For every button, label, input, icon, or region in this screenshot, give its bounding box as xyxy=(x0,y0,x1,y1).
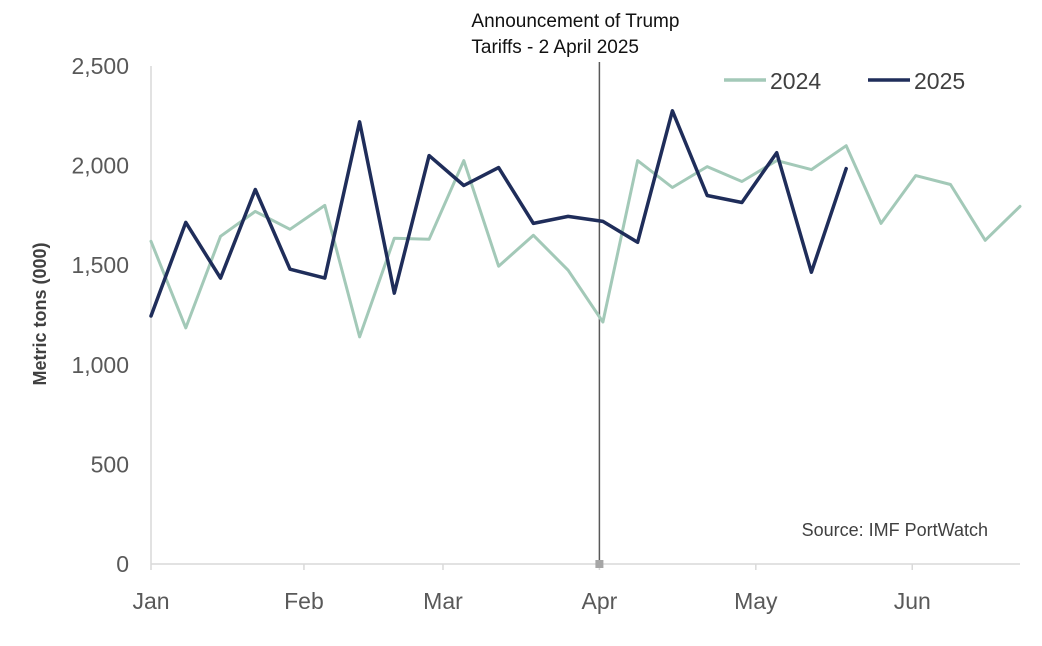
data-point-2024 xyxy=(1018,204,1022,208)
data-point-2024 xyxy=(392,236,396,240)
annotation: Announcement of Trump Tariffs - 2 April … xyxy=(471,11,679,568)
y-tick-label: 0 xyxy=(116,551,129,577)
data-point-2025 xyxy=(809,270,813,274)
data-point-2024 xyxy=(427,237,431,241)
data-point-2024 xyxy=(740,180,744,184)
data-point-2024 xyxy=(983,238,987,242)
annotation-text-line2: Tariffs - 2 April 2025 xyxy=(471,37,639,58)
data-point-2024 xyxy=(705,165,709,169)
series-line-2025 xyxy=(149,109,848,318)
annotation-text-line1: Announcement of Trump xyxy=(471,11,679,32)
data-point-2024 xyxy=(323,203,327,207)
data-point-2024 xyxy=(601,320,605,324)
y-tick-label: 2,500 xyxy=(71,53,129,79)
y-axis-title: Metric tons (000) xyxy=(30,242,50,385)
data-point-2024 xyxy=(566,268,570,272)
source-note: Source: IMF PortWatch xyxy=(802,520,988,540)
data-point-2024 xyxy=(914,174,918,178)
series-line-2024 xyxy=(149,144,1022,339)
data-point-2025 xyxy=(462,184,466,188)
data-point-2025 xyxy=(601,219,605,223)
data-point-2024 xyxy=(149,239,153,243)
data-point-2024 xyxy=(288,227,292,231)
y-tick-label: 500 xyxy=(91,451,129,477)
data-point-2025 xyxy=(149,314,153,318)
data-point-2024 xyxy=(879,221,883,225)
data-point-2025 xyxy=(427,154,431,158)
data-point-2024 xyxy=(531,233,535,237)
data-point-2025 xyxy=(288,267,292,271)
x-tick-label: Apr xyxy=(582,588,618,614)
data-point-2024 xyxy=(670,186,674,190)
data-point-2025 xyxy=(497,166,501,170)
data-point-2025 xyxy=(253,188,257,192)
data-point-2024 xyxy=(462,159,466,163)
data-point-2025 xyxy=(392,291,396,295)
data-point-2025 xyxy=(323,276,327,280)
data-point-2024 xyxy=(184,326,188,330)
x-tick-label: Mar xyxy=(423,588,463,614)
axes xyxy=(150,66,1020,565)
x-tick-label: Jun xyxy=(894,588,931,614)
data-point-2025 xyxy=(636,240,640,244)
legend: 2024 2025 xyxy=(724,68,965,94)
x-tick-label: Jan xyxy=(132,588,169,614)
data-point-2024 xyxy=(358,335,362,339)
data-point-2024 xyxy=(219,234,223,238)
data-point-2024 xyxy=(497,264,501,268)
data-point-2025 xyxy=(740,200,744,204)
data-point-2025 xyxy=(670,109,674,113)
x-tick-label: May xyxy=(734,588,778,614)
data-point-2025 xyxy=(358,120,362,124)
data-point-2025 xyxy=(775,151,779,155)
y-tick-label: 2,000 xyxy=(71,153,129,179)
series-lines xyxy=(149,109,1022,339)
data-point-2025 xyxy=(844,167,848,171)
x-tick-labels: Jan Feb Mar Apr May Jun xyxy=(132,564,931,614)
legend-label-2024: 2024 xyxy=(770,68,821,94)
data-point-2024 xyxy=(844,144,848,148)
annotation-marker xyxy=(595,560,604,568)
data-point-2024 xyxy=(253,209,257,213)
data-point-2025 xyxy=(566,214,570,218)
data-point-2024 xyxy=(948,183,952,187)
data-point-2024 xyxy=(809,168,813,172)
y-tick-label: 1,000 xyxy=(71,352,129,378)
data-point-2025 xyxy=(184,220,188,224)
data-point-2024 xyxy=(636,159,640,163)
data-point-2025 xyxy=(531,221,535,225)
data-point-2025 xyxy=(219,276,223,280)
x-tick-label: Feb xyxy=(284,588,324,614)
y-tick-label: 1,500 xyxy=(71,252,129,278)
y-tick-labels: 0 500 1,000 1,500 2,000 2,500 xyxy=(71,53,129,577)
data-point-2025 xyxy=(705,193,709,197)
legend-label-2025: 2025 xyxy=(914,68,965,94)
